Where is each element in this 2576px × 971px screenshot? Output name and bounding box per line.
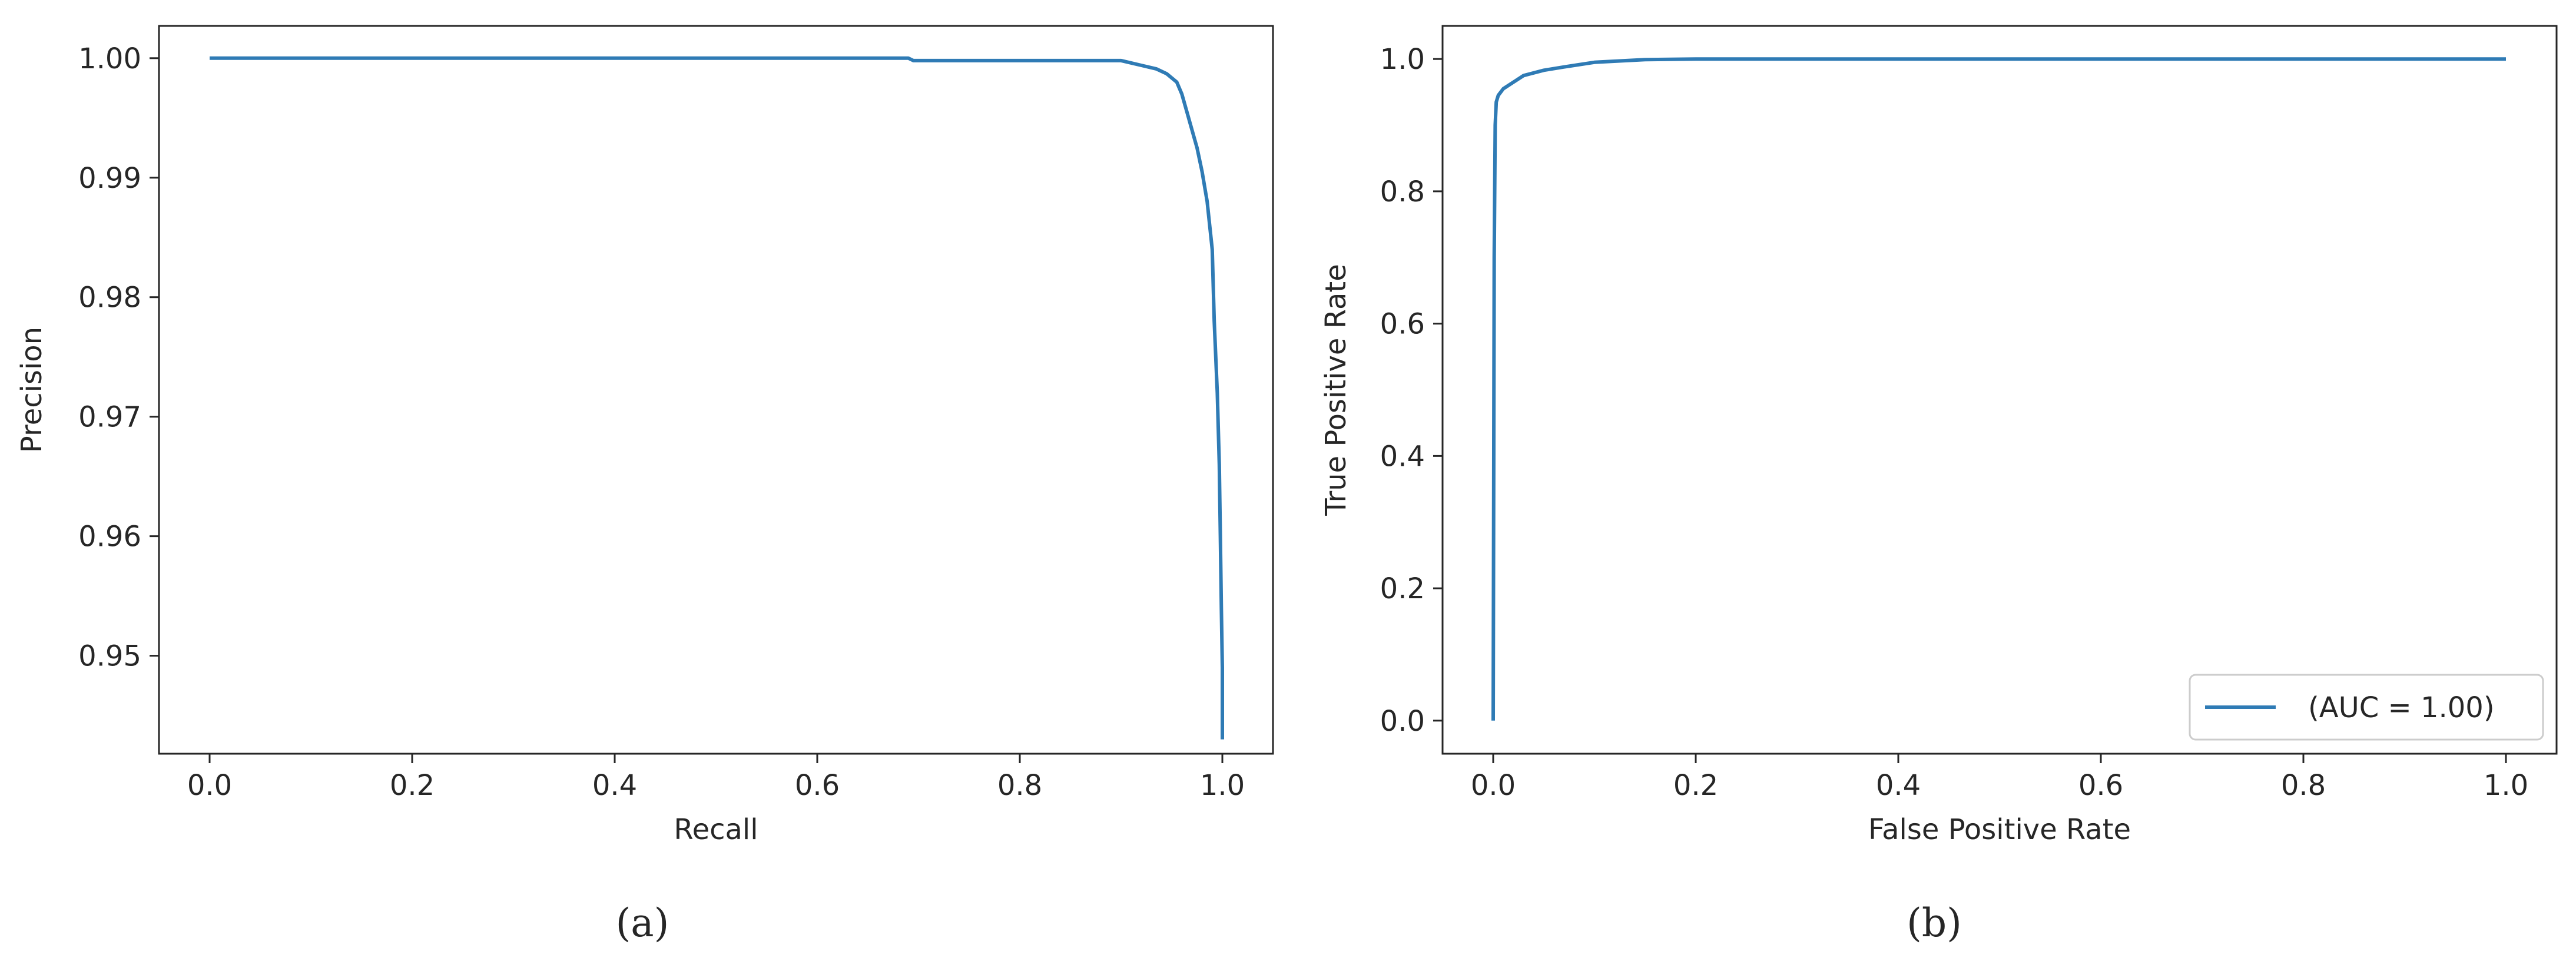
y-tick-label: 0.0 xyxy=(1380,705,1425,738)
series-line xyxy=(1491,57,2506,721)
legend-entry: (AUC = 1.00) xyxy=(2308,691,2495,724)
x-tick-label: 0.0 xyxy=(1471,769,1516,802)
x-tick-label: 1.0 xyxy=(2484,769,2528,802)
x-tick-label: 0.2 xyxy=(390,769,435,802)
x-axis-ticks: 0.0 0.2 0.4 0.6 0.8 1.0 xyxy=(187,754,1245,802)
y-axis-ticks: 0.95 0.96 0.97 0.98 0.99 1.00 xyxy=(78,42,159,673)
y-tick-label: 0.98 xyxy=(78,281,141,314)
x-tick-label: 1.0 xyxy=(1200,769,1245,802)
y-axis-ticks: 0.0 0.2 0.4 0.6 0.8 1.0 xyxy=(1380,43,1443,738)
series-layer xyxy=(210,56,1224,740)
x-axis-ticks: 0.0 0.2 0.4 0.6 0.8 1.0 xyxy=(1471,754,2528,802)
panel-caption: (b) xyxy=(1907,900,1962,946)
y-tick-label: 0.8 xyxy=(1380,175,1425,208)
y-tick-label: 0.99 xyxy=(78,162,141,195)
y-tick-label: 0.4 xyxy=(1380,440,1425,473)
y-axis-label: True Positive Rate xyxy=(1320,264,1352,516)
y-tick-label: 1.00 xyxy=(78,42,141,75)
plot-frame xyxy=(158,25,1274,755)
x-tick-label: 0.6 xyxy=(2078,769,2123,802)
x-axis-label: Recall xyxy=(674,813,758,846)
series-line xyxy=(210,56,1224,740)
x-tick-label: 0.8 xyxy=(2281,769,2326,802)
series-layer xyxy=(1491,57,2506,721)
x-tick-label: 0.4 xyxy=(592,769,637,802)
y-tick-label: 0.2 xyxy=(1380,572,1425,605)
y-axis-label: Precision xyxy=(15,327,48,453)
y-tick-label: 0.95 xyxy=(78,640,141,673)
x-tick-label: 0.4 xyxy=(1876,769,1921,802)
legend-box xyxy=(2189,674,2544,741)
precision-recall-chart: 0.0 0.2 0.4 0.6 0.8 1.0 0.95 0.96 0.97 0.98 0.99 1… xyxy=(15,25,1274,946)
x-tick-label: 0.8 xyxy=(997,769,1042,802)
x-tick-label: 0.6 xyxy=(795,769,840,802)
y-tick-label: 0.97 xyxy=(78,401,141,434)
panel-caption: (a) xyxy=(616,900,669,946)
y-tick-label: 0.96 xyxy=(78,521,141,554)
x-tick-label: 0.0 xyxy=(187,769,232,802)
x-tick-label: 0.2 xyxy=(1673,769,1718,802)
y-tick-label: 0.6 xyxy=(1380,308,1425,341)
roc-chart: 0.0 0.2 0.4 0.6 0.8 1.0 0.0 0.2 0.4 0.6 0.8 1.0 (A… xyxy=(1320,25,2558,946)
plot-frame xyxy=(1441,25,2558,755)
legend: (AUC = 1.00) xyxy=(2189,674,2544,741)
x-axis-label: False Positive Rate xyxy=(1868,813,2131,846)
y-tick-label: 1.0 xyxy=(1380,43,1425,76)
